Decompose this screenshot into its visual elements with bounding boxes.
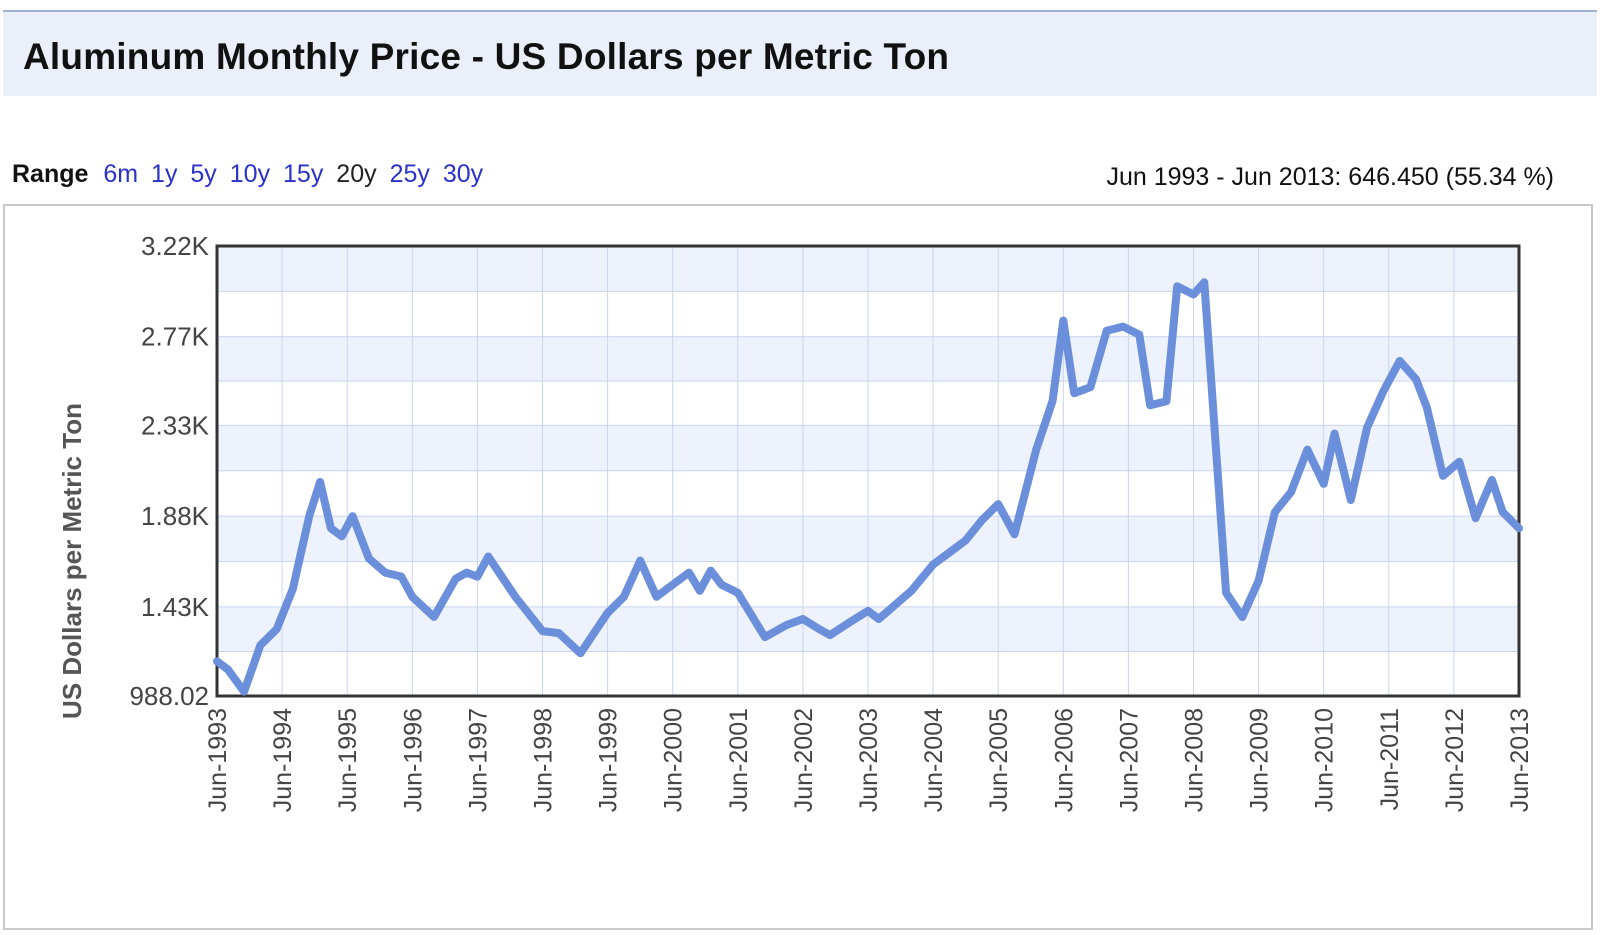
x-tick-label: Jun-1997 <box>464 708 492 812</box>
range-6m-link[interactable]: 6m <box>103 160 139 188</box>
x-tick-label: Jun-1999 <box>595 708 623 812</box>
y-tick-label: 1.43K <box>141 592 210 622</box>
range-5y-link[interactable]: 5y <box>190 160 217 188</box>
range-selector: Range 6m 1y 5y 10y 15y 20y 25y 30y <box>12 160 489 189</box>
x-tick-label: Jun-1998 <box>530 708 558 812</box>
x-tick-label: Jun-1996 <box>399 708 427 812</box>
x-tick-label: Jun-2002 <box>790 708 818 812</box>
x-tick-label: Jun-2001 <box>725 708 753 812</box>
y-tick-label: 2.77K <box>141 322 210 352</box>
x-tick-label: Jun-2007 <box>1115 708 1143 812</box>
x-tick-label: Jun-2004 <box>920 708 948 812</box>
x-tick-label: Jun-2013 <box>1506 708 1534 812</box>
range-1y-link[interactable]: 1y <box>151 160 178 188</box>
y-tick-label: 2.33K <box>141 410 210 440</box>
range-10y-link[interactable]: 10y <box>229 160 271 188</box>
x-tick-label: Jun-2005 <box>985 708 1013 812</box>
x-tick-label: Jun-2009 <box>1246 708 1274 812</box>
range-summary: Jun 1993 - Jun 2013: 646.450 (55.34 %) <box>1106 163 1554 191</box>
range-label: Range <box>12 160 89 188</box>
y-tick-label: 3.22K <box>141 231 210 261</box>
x-tick-label: Jun-2006 <box>1050 708 1078 812</box>
plot-border <box>215 244 1521 698</box>
range-30y-link[interactable]: 30y <box>442 160 484 188</box>
range-15y-link[interactable]: 15y <box>283 160 324 188</box>
title-bar: Aluminum Monthly Price - US Dollars per … <box>3 12 1597 96</box>
price-series-line <box>213 278 1523 696</box>
range-20y-link[interactable]: 20y <box>336 160 377 188</box>
x-tick-label: Jun-2008 <box>1181 708 1209 812</box>
range-25y-link[interactable]: 25y <box>389 160 430 188</box>
y-tick-label: 988.02 <box>129 681 209 711</box>
x-tick-label: Jun-2011 <box>1376 708 1404 810</box>
top-rule <box>3 10 1597 12</box>
x-tick-label: Jun-1995 <box>334 708 362 812</box>
x-tick-label: Jun-2010 <box>1311 708 1339 812</box>
x-tick-label: Jun-1993 <box>204 708 232 812</box>
x-tick-label: Jun-1994 <box>269 708 297 812</box>
y-axis-label: US Dollars per Metric Ton <box>57 403 87 719</box>
x-tick-label: Jun-2012 <box>1441 708 1469 812</box>
page-title: Aluminum Monthly Price - US Dollars per … <box>23 36 950 77</box>
chart-frame: 988.02 1.43K 1.88K 2.33K 2.77K 3.22K Jun-1993 J… <box>3 204 1593 930</box>
x-tick-label: Jun-2003 <box>855 708 883 812</box>
y-tick-label: 1.88K <box>141 501 210 531</box>
x-tick-label: Jun-2000 <box>660 708 688 812</box>
price-line-chart: 988.02 1.43K 1.88K 2.33K 2.77K 3.22K Jun-1993 J… <box>57 231 1534 812</box>
